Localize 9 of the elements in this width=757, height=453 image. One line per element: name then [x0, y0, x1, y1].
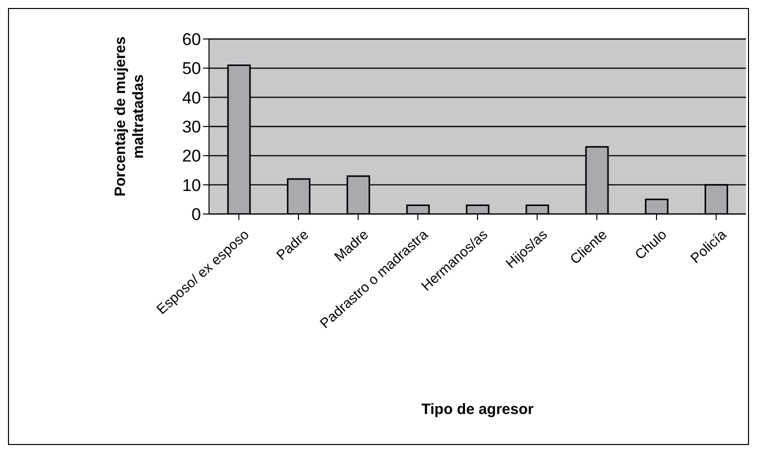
y-tick-label: 20 [182, 146, 201, 166]
y-tick-label: 10 [182, 176, 201, 195]
y-tick-label: 30 [182, 118, 201, 137]
x-axis-title: Tipo de agresor [421, 401, 534, 418]
y-tick-label: 60 [182, 30, 201, 50]
y-tick-label: 50 [182, 59, 201, 78]
y-axis-title: Porcentaje de mujeres maltratadas [112, 36, 147, 197]
y-tick-label: 0 [192, 205, 201, 224]
y-tick-label: 40 [182, 88, 201, 108]
